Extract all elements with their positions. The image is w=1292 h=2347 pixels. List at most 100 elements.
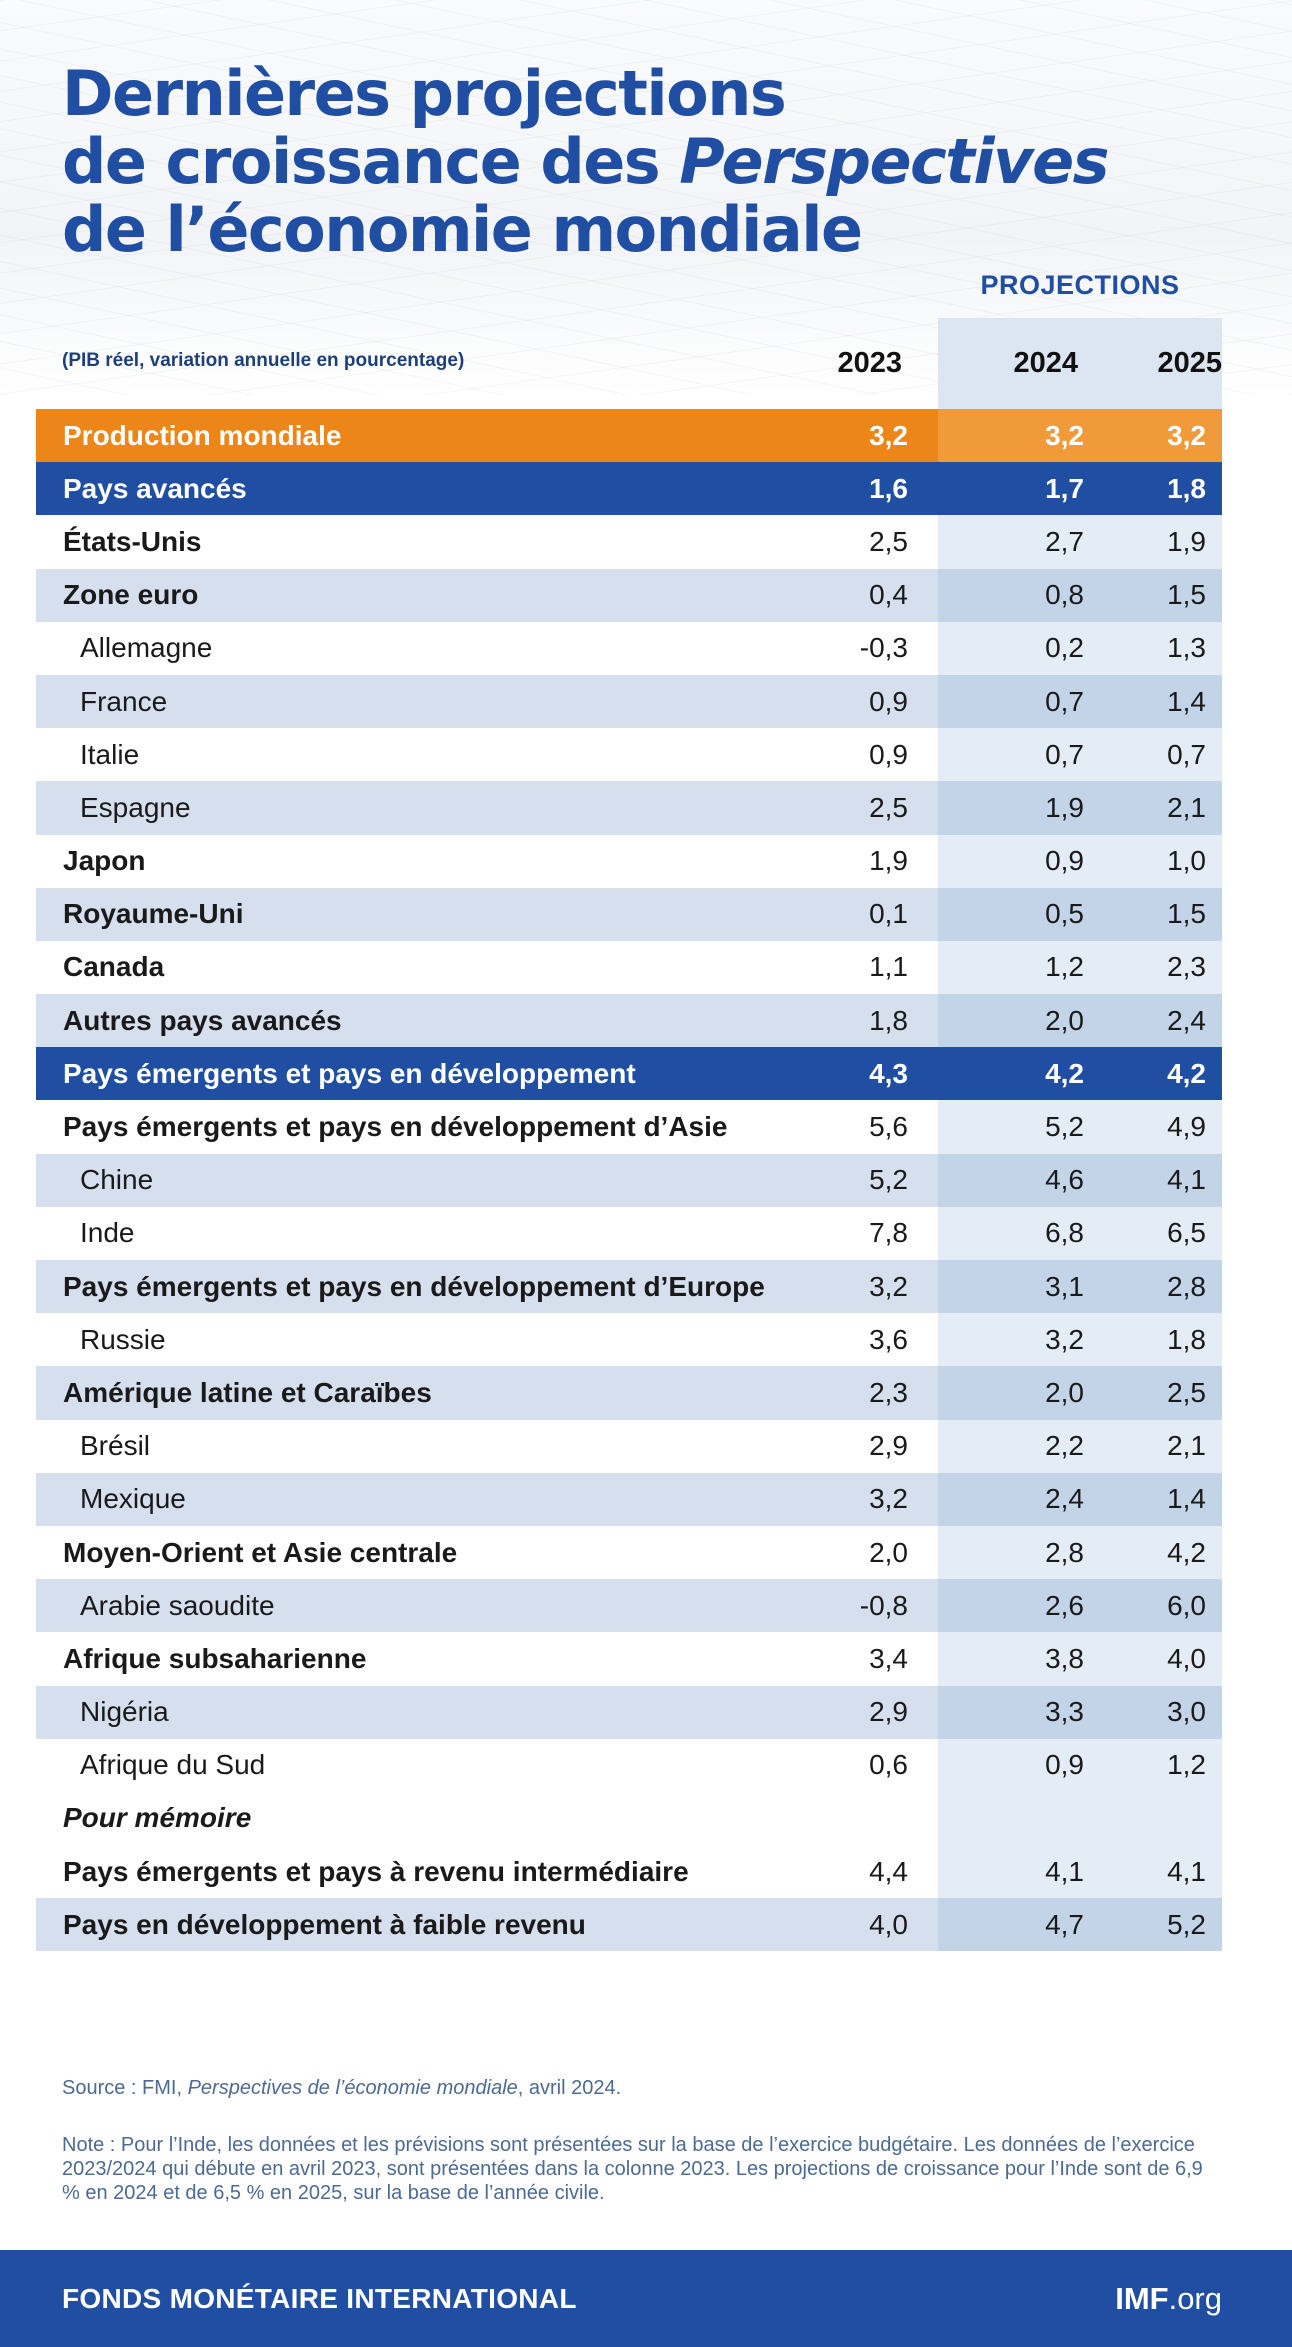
cell-2023: 3,4 [869, 1642, 908, 1674]
title-line-2-italic: Perspectives [679, 125, 1109, 198]
projection-cell-bg [938, 1738, 1222, 1792]
table-row: Japon 1,9 0,9 1,0 [36, 834, 1222, 888]
row-label: Nigéria [80, 1696, 169, 1728]
cell-2025: 3,2 [1167, 419, 1206, 451]
table-row: Brésil 2,9 2,2 2,1 [36, 1419, 1222, 1473]
cell-2024: 2,4 [1045, 1483, 1084, 1515]
row-label: Espagne [80, 791, 191, 823]
row-label: Chine [80, 1164, 154, 1196]
cell-2025: 1,0 [1167, 845, 1206, 877]
footer-site-bold: IMF [1115, 2281, 1169, 2316]
cell-2023: 2,9 [869, 1696, 908, 1728]
cell-2025: 4,2 [1167, 1536, 1206, 1568]
row-label: Royaume-Uni [63, 898, 244, 930]
projection-cell-bg [938, 621, 1222, 675]
cell-2023: 0,1 [869, 898, 908, 930]
cell-2023: 2,0 [869, 1536, 908, 1568]
cell-2023: 3,2 [869, 419, 908, 451]
footer-site-rest: .org [1168, 2281, 1222, 2316]
cell-2023: -0,3 [859, 632, 908, 664]
row-label: Allemagne [80, 632, 213, 664]
row-label: Pays émergents et pays en développement … [63, 1270, 765, 1302]
projection-cell-bg [938, 1685, 1222, 1739]
row-label: Inde [80, 1217, 135, 1249]
row-label: Pays émergents et pays en développement [63, 1057, 636, 1089]
row-label: Zone euro [63, 579, 199, 611]
cell-2023: 2,5 [869, 525, 908, 557]
projection-cell-bg [938, 728, 1222, 782]
projection-cell-bg [938, 409, 1222, 463]
cell-2024: 6,8 [1045, 1217, 1084, 1249]
projection-cell-bg [938, 1313, 1222, 1367]
cell-2024: 2,0 [1045, 1376, 1084, 1408]
row-label: Japon [63, 845, 146, 877]
row-label: Pays émergents et pays à revenu interméd… [63, 1855, 689, 1887]
row-label: Pour mémoire [63, 1802, 252, 1834]
cell-2023: 4,4 [869, 1855, 908, 1887]
row-label: Production mondiale [63, 419, 342, 451]
cell-2024: 4,6 [1045, 1164, 1084, 1196]
projection-cell-bg [938, 1260, 1222, 1314]
year-header-2025: 2025 [1157, 347, 1222, 379]
row-label: Pays en développement à faible revenu [63, 1908, 586, 1940]
source-prefix: Source : FMI, [62, 2077, 188, 2099]
table-row: Canada 1,1 1,2 2,3 [36, 940, 1222, 995]
cell-2024: 2,7 [1045, 525, 1084, 557]
cell-2023: 7,8 [869, 1217, 908, 1249]
cell-2024: 0,5 [1045, 898, 1084, 930]
cell-2024: 3,2 [1045, 419, 1084, 451]
cell-2025: 1,2 [1167, 1749, 1206, 1781]
title-line-1: Dernières projections [62, 57, 787, 130]
cell-2025: 1,8 [1167, 1323, 1206, 1355]
table-row: Mexique 3,2 2,4 1,4 [36, 1472, 1222, 1526]
cell-2023: 2,9 [869, 1430, 908, 1462]
cell-2023: 0,9 [869, 738, 908, 770]
table-row: Pays émergents et pays en développement 4… [36, 1047, 1222, 1101]
row-label: Russie [80, 1323, 166, 1355]
cell-2024: 3,1 [1045, 1270, 1084, 1302]
row-label: France [80, 685, 168, 717]
title-line-2-prefix: de croissance des [62, 125, 680, 198]
cell-2025: 2,8 [1167, 1270, 1206, 1302]
cell-2024: 3,2 [1045, 1323, 1084, 1355]
cell-2025: 6,5 [1167, 1217, 1206, 1249]
projection-cell-bg [938, 1206, 1222, 1260]
cell-2023: 1,8 [869, 1004, 908, 1036]
cell-2025: 3,0 [1167, 1696, 1206, 1728]
cell-2024: 4,1 [1045, 1855, 1084, 1887]
unit-label: (PIB réel, variation annuelle en pourcen… [62, 350, 465, 371]
cell-2023: 3,2 [869, 1483, 908, 1515]
cell-2024: 3,8 [1045, 1642, 1084, 1674]
footer-site-link[interactable]: IMF.org [1115, 2281, 1222, 2317]
cell-2023: 0,9 [869, 685, 908, 717]
table-row: Pays émergents et pays en développement … [36, 1100, 1222, 1154]
table-row: Zone euro 0,4 0,8 1,5 [36, 568, 1222, 622]
projection-cell-bg [938, 568, 1222, 622]
cell-2023: 0,4 [869, 579, 908, 611]
cell-2025: 2,1 [1167, 1430, 1206, 1462]
cell-2023: 1,9 [869, 845, 908, 877]
cell-2024: 4,7 [1045, 1908, 1084, 1940]
cell-2025: 4,1 [1167, 1855, 1206, 1887]
source-text: Source : FMI, Perspectives de l’économie… [62, 2077, 621, 2100]
cell-2023: 1,6 [869, 472, 908, 504]
title-line-3: de l’économie mondiale [62, 193, 863, 266]
projection-cell-bg [938, 994, 1222, 1048]
growth-table: Production mondiale 3,2 3,2 3,2 Pays avancés… [36, 409, 1222, 1952]
footer-organization: FONDS MONÉTAIRE INTERNATIONAL [62, 2283, 577, 2314]
table-row: Allemagne -0,3 0,2 1,3 [36, 621, 1222, 675]
table-row: Pays en développement à faible revenu 4,0… [36, 1898, 1222, 1952]
table-row: Italie 0,9 0,7 0,7 [36, 728, 1222, 782]
table-row: Autres pays avancés 1,8 2,0 2,4 [36, 994, 1222, 1048]
cell-2023: 5,2 [869, 1164, 908, 1196]
cell-2023: 0,6 [869, 1749, 908, 1781]
table-row: Moyen-Orient et Asie centrale 2,0 2,8 4,2 [36, 1525, 1222, 1580]
projection-cell-bg [938, 1632, 1222, 1686]
cell-2023: 5,6 [869, 1111, 908, 1143]
row-label: Italie [80, 738, 140, 770]
row-label: États-Unis [63, 525, 202, 557]
row-label: Arabie saoudite [80, 1589, 275, 1621]
footer-bar: FONDS MONÉTAIRE INTERNATIONAL IMF.org [0, 2250, 1292, 2347]
page-title: Dernières projections de croissance des … [62, 60, 1212, 264]
cell-2024: 1,9 [1045, 791, 1084, 823]
